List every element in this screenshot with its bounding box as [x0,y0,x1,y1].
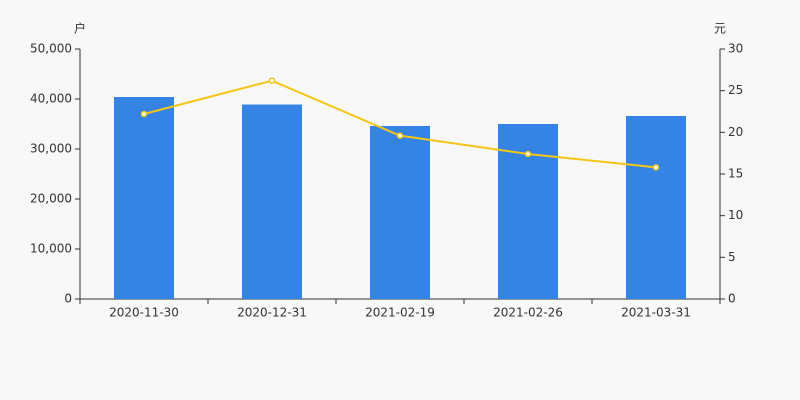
bar [242,104,302,299]
y2-tick-label: 0 [728,292,736,306]
bar [626,116,686,299]
y-tick-label: 10,000 [30,242,72,256]
y2-tick-label: 30 [728,42,743,56]
point [268,77,276,84]
y2-tick-label: 15 [728,167,743,181]
y2-tick-label: 20 [728,125,743,139]
x-tick-label: 2020-12-31 [237,306,307,320]
point [524,150,532,158]
y2-tick-label: 10 [728,208,743,222]
x-tick-label: 2021-03-31 [621,306,691,320]
y-tick-label: 40,000 [30,92,72,106]
y-tick-label: 50,000 [30,42,72,56]
point [652,164,660,171]
bar [114,97,174,299]
x-tick-label: 2021-02-19 [365,306,435,320]
y-tick-label: 0 [64,292,72,306]
x-tick-label: 2021-02-26 [493,306,563,320]
point [396,132,404,139]
y2-tick-label: 5 [728,250,736,264]
point [140,110,148,118]
y-tick-label: 20,000 [30,192,72,206]
bar [370,126,430,299]
x-tick-label: 2020-11-30 [109,306,179,320]
y-axis-unit: 户 [74,21,86,36]
y-tick-label: 30,000 [30,142,72,156]
y2-tick-label: 25 [728,83,743,97]
y2-axis-unit: 元 [714,22,726,36]
